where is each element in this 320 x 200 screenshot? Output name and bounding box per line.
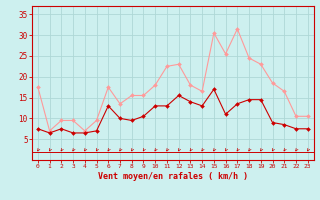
X-axis label: Vent moyen/en rafales ( km/h ): Vent moyen/en rafales ( km/h ) bbox=[98, 172, 248, 181]
